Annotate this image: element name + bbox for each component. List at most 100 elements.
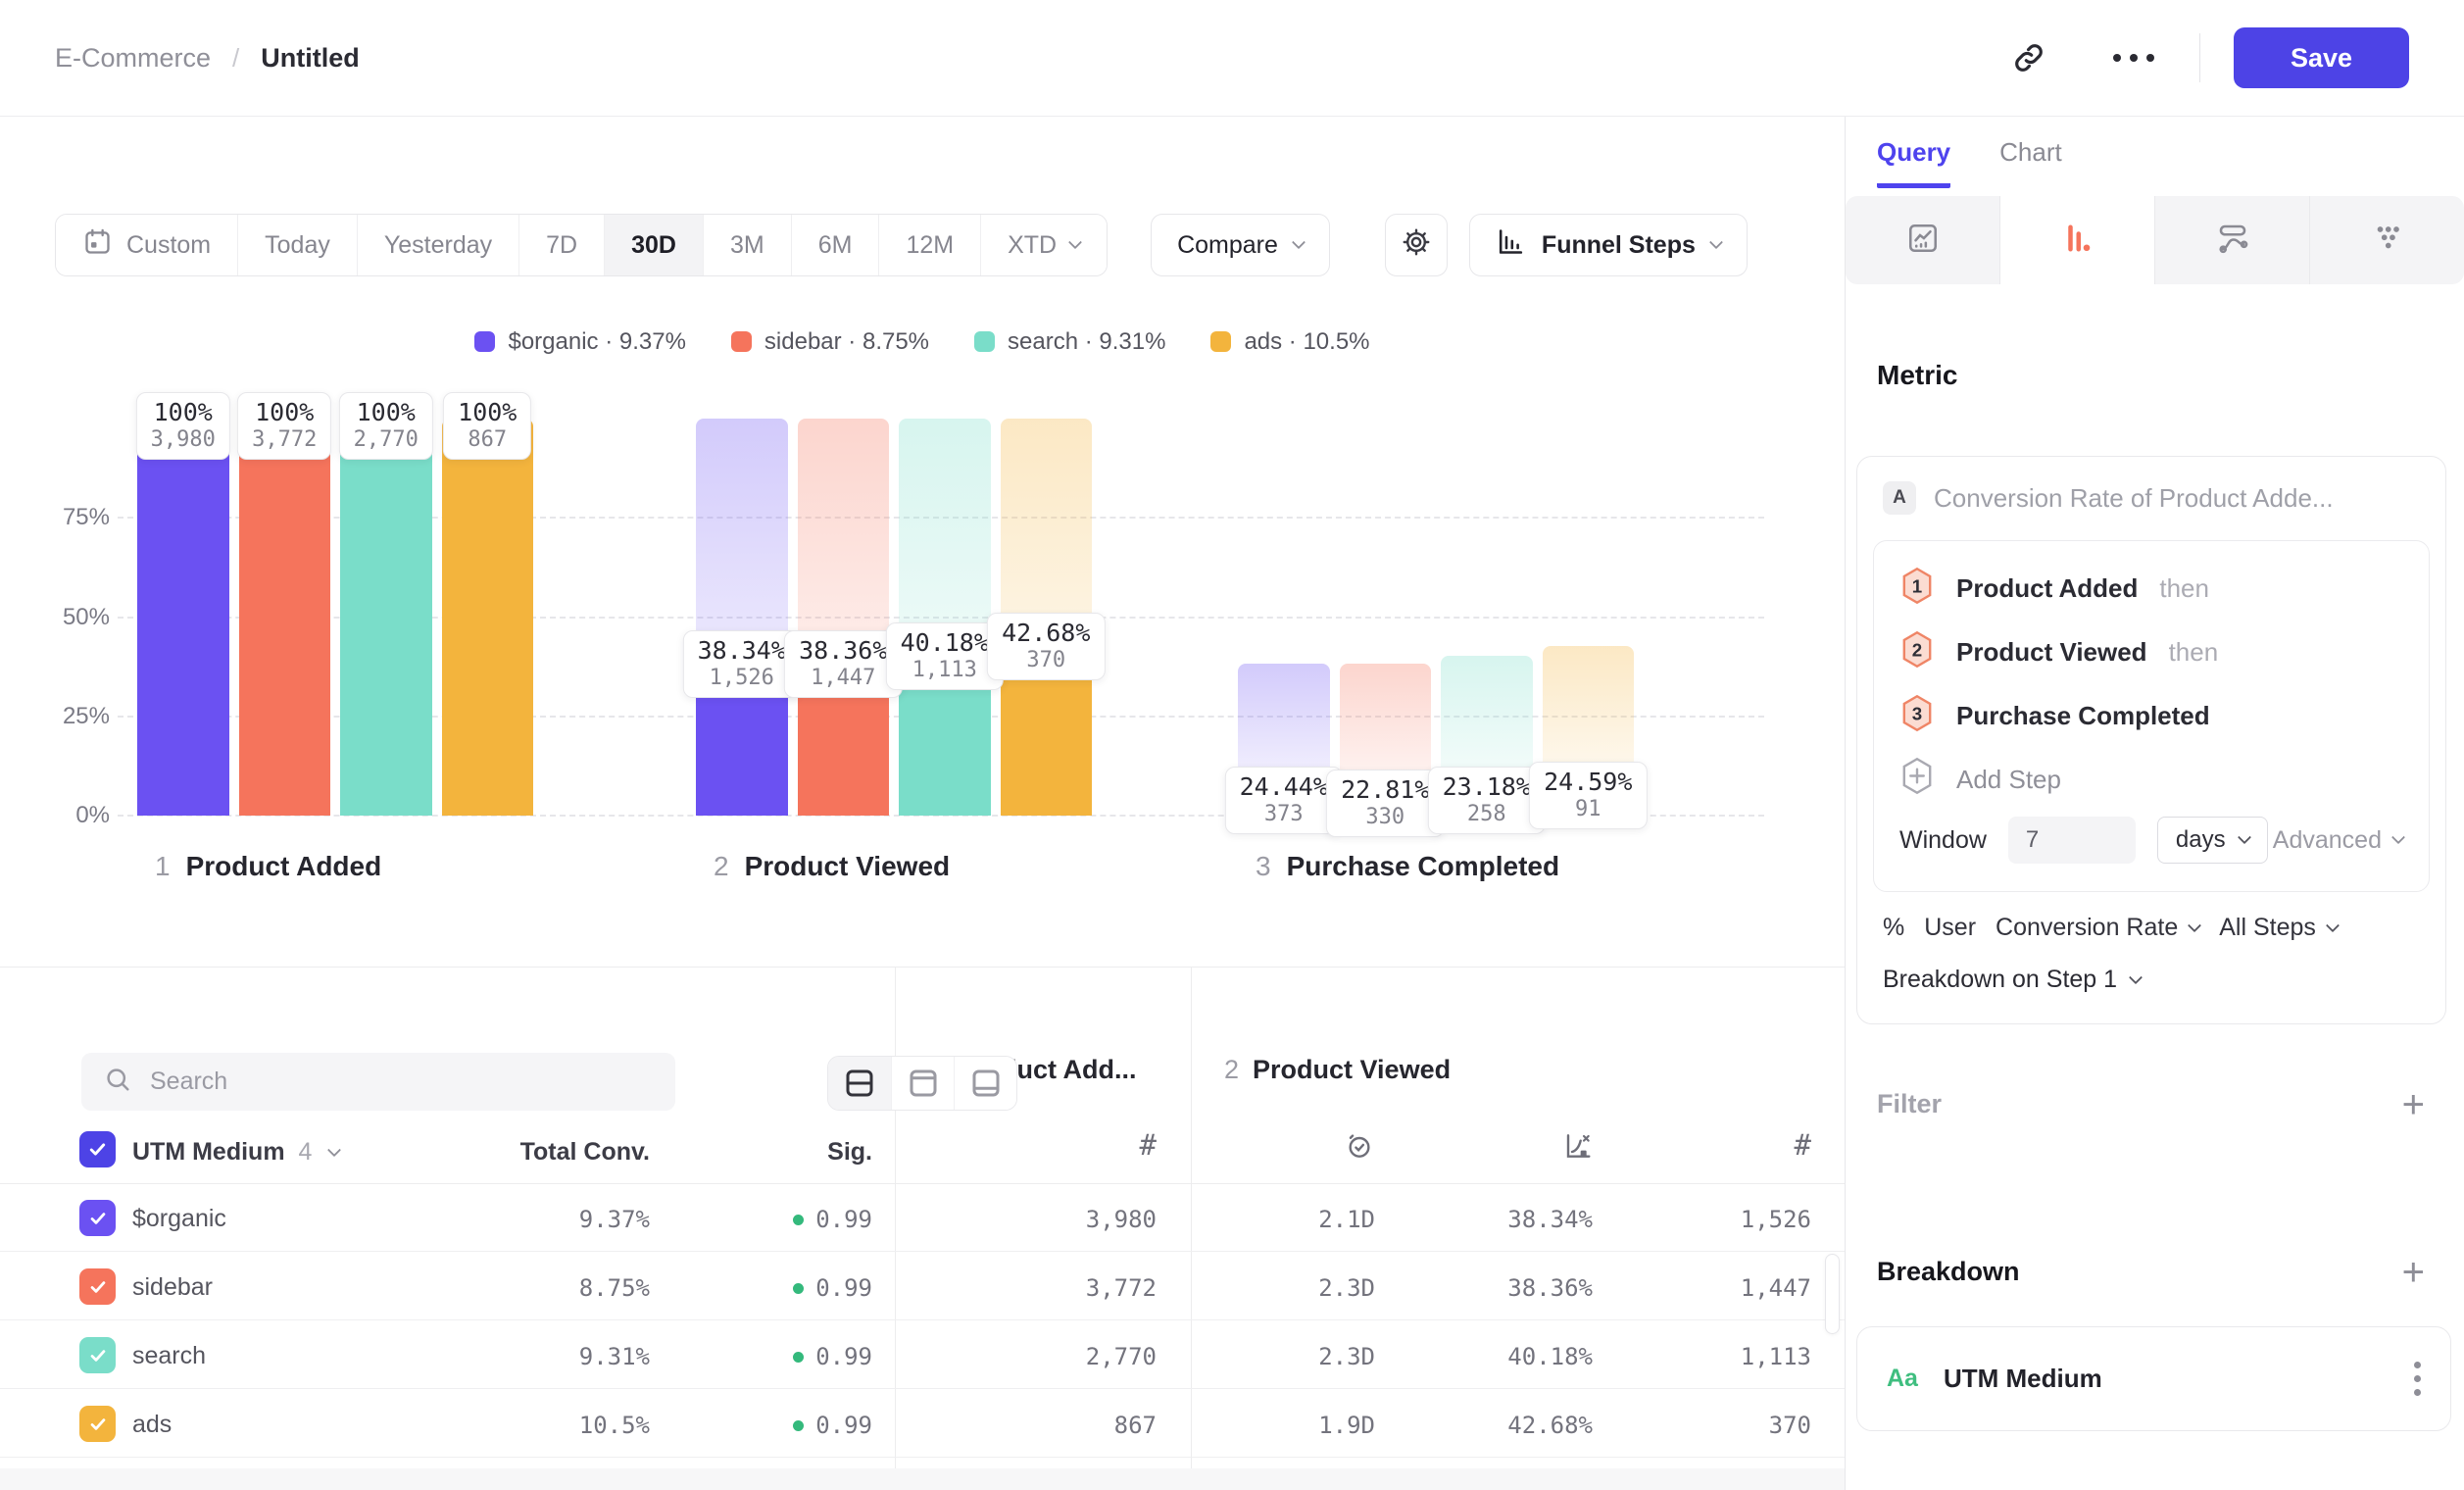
conversion-rate-column-icon[interactable] bbox=[1562, 1130, 1594, 1167]
measure-token-user[interactable]: User bbox=[1924, 914, 1977, 941]
breakdown-on-step-dropdown[interactable]: Breakdown on Step 1 bbox=[1857, 942, 2445, 1023]
range-3m[interactable]: 3M bbox=[702, 215, 791, 275]
save-button[interactable]: Save bbox=[2233, 27, 2409, 88]
add-breakdown-icon[interactable]: + bbox=[2401, 1250, 2425, 1294]
row-total-conv: 9.37% bbox=[578, 1206, 650, 1233]
metric-step-row[interactable]: 3 Purchase Completed bbox=[1899, 694, 2403, 735]
table-row[interactable]: search 9.31% 0.99 2,770 2.3D 40.18% 1,11… bbox=[0, 1320, 1845, 1389]
advanced-dropdown[interactable]: Advanced bbox=[2273, 826, 2406, 855]
chart-type-picker-button[interactable]: Funnel Steps bbox=[1468, 214, 1748, 276]
row-checkbox[interactable] bbox=[79, 1406, 116, 1442]
step2-count-column-icon[interactable]: # bbox=[1794, 1128, 1811, 1162]
funnel-bar[interactable]: 100% 3,772 bbox=[237, 392, 332, 816]
table-groupby-header[interactable]: UTM Medium 4 bbox=[132, 1138, 342, 1167]
funnel-bar[interactable]: 23.18% 258 bbox=[1427, 419, 1546, 835]
funnel-bar[interactable]: 24.44% 373 bbox=[1224, 419, 1343, 835]
bar-value-label: 24.44% 373 bbox=[1224, 767, 1343, 835]
add-filter-icon[interactable]: + bbox=[2401, 1082, 2425, 1126]
legend-item[interactable]: search · 9.31% bbox=[974, 328, 1165, 356]
funnel-bar[interactable]: 42.68% 370 bbox=[987, 419, 1106, 816]
sig-column-header[interactable]: Sig. bbox=[827, 1138, 872, 1166]
svg-text:2: 2 bbox=[1912, 639, 1922, 660]
row-step2-count: 370 bbox=[1768, 1412, 1811, 1439]
funnel-bar[interactable]: 100% 3,980 bbox=[135, 392, 230, 816]
tab-chart[interactable]: Chart bbox=[1999, 137, 2062, 167]
gear-icon bbox=[1401, 226, 1432, 265]
step-number-hexagon: 2 bbox=[1899, 630, 1935, 673]
search-input[interactable] bbox=[150, 1068, 654, 1096]
window-value-input[interactable] bbox=[2007, 817, 2136, 864]
legend-item[interactable]: ads · 10.5% bbox=[1210, 328, 1370, 356]
layout-chart-only-icon[interactable] bbox=[891, 1057, 954, 1110]
row-significance: 0.99 bbox=[676, 1206, 872, 1233]
legend-item[interactable]: sidebar · 8.75% bbox=[730, 328, 929, 356]
funnel-bar[interactable]: 22.81% 330 bbox=[1326, 419, 1445, 837]
funnel-bar[interactable]: 38.36% 1,447 bbox=[784, 419, 903, 816]
metric-group-badge: A bbox=[1883, 481, 1916, 515]
row-step2-count: 1,526 bbox=[1740, 1206, 1811, 1233]
window-unit-dropdown[interactable]: days bbox=[2156, 817, 2268, 864]
legend-item[interactable]: $organic · 9.37% bbox=[474, 328, 686, 356]
row-checkbox[interactable] bbox=[79, 1337, 116, 1373]
share-link-icon[interactable] bbox=[2011, 40, 2046, 75]
funnel-bar[interactable]: 24.59% 91 bbox=[1529, 419, 1648, 830]
add-step-button[interactable]: Add Step bbox=[1899, 757, 2403, 799]
time-to-convert-column-icon[interactable] bbox=[1344, 1130, 1375, 1167]
row-step1-count: 867 bbox=[1113, 1412, 1157, 1439]
converted-bar bbox=[137, 419, 229, 816]
breakdown-item[interactable]: Aa UTM Medium bbox=[1856, 1326, 2451, 1431]
funnel-bar[interactable]: 100% 867 bbox=[441, 392, 533, 816]
range-30d[interactable]: 30D bbox=[604, 215, 703, 275]
metric-step-row[interactable]: 1 Product Added then bbox=[1899, 567, 2403, 608]
svg-text:3: 3 bbox=[1912, 703, 1922, 723]
row-checkbox[interactable] bbox=[79, 1200, 116, 1236]
breakdown-item-menu-icon[interactable] bbox=[2414, 1362, 2421, 1396]
chart-type-tab-flow-chart[interactable] bbox=[2154, 196, 2309, 284]
breadcrumb-workspace[interactable]: E-Commerce bbox=[55, 42, 212, 73]
bar-value-label: 100% 867 bbox=[443, 392, 532, 460]
row-checkbox[interactable] bbox=[79, 1268, 116, 1305]
range-yesterday[interactable]: Yesterday bbox=[356, 215, 519, 275]
more-options-icon[interactable] bbox=[2112, 54, 2154, 62]
measure-token--[interactable]: % bbox=[1883, 914, 1905, 941]
breadcrumb-page-title[interactable]: Untitled bbox=[261, 42, 360, 73]
table-row[interactable]: sidebar 8.75% 0.99 3,772 2.3D 38.36% 1,4… bbox=[0, 1252, 1845, 1320]
measure-token-all-steps[interactable]: All Steps bbox=[2219, 914, 2340, 942]
funnel-bar[interactable]: 100% 2,770 bbox=[338, 392, 433, 816]
table-scrollbar[interactable] bbox=[1825, 1254, 1840, 1334]
layout-split-icon[interactable] bbox=[828, 1057, 891, 1110]
range-custom[interactable]: Custom bbox=[56, 215, 238, 275]
range-12m[interactable]: 12M bbox=[878, 215, 981, 275]
conversion-window-row: Window days Advanced bbox=[1899, 817, 2406, 864]
total-conv-column-header[interactable]: Total Conv. bbox=[519, 1138, 650, 1166]
funnel-bar[interactable]: 38.34% 1,526 bbox=[682, 419, 801, 816]
range-today[interactable]: Today bbox=[237, 215, 357, 275]
range-xtd[interactable]: XTD bbox=[980, 215, 1108, 275]
settings-button[interactable] bbox=[1384, 214, 1448, 276]
table-row[interactable]: ads 10.5% 0.99 867 1.9D 42.68% 370 bbox=[0, 1389, 1845, 1458]
funnel-steps-editor: 1 Product Added then 2 Product Viewed then… bbox=[1873, 540, 2430, 892]
table-row[interactable]: $organic 9.37% 0.99 3,980 2.1D 38.34% 1,… bbox=[0, 1183, 1845, 1252]
tab-query[interactable]: Query bbox=[1877, 137, 1951, 188]
metric-step-row[interactable]: 2 Product Viewed then bbox=[1899, 630, 2403, 673]
range-6m[interactable]: 6M bbox=[790, 215, 879, 275]
converted-bar bbox=[441, 419, 533, 816]
chart-type-tab-dots-grid[interactable] bbox=[2309, 196, 2464, 284]
compare-button[interactable]: Compare bbox=[1151, 214, 1330, 276]
breadcrumb: E-Commerce / Untitled bbox=[55, 43, 360, 74]
range-7d[interactable]: 7D bbox=[518, 215, 605, 275]
chart-type-tab-line-chart[interactable] bbox=[1846, 196, 1999, 284]
select-all-checkbox[interactable] bbox=[79, 1131, 116, 1167]
legend-swatch bbox=[1210, 331, 1232, 352]
gridline bbox=[118, 815, 1764, 817]
measure-token-conversion-rate[interactable]: Conversion Rate bbox=[1996, 914, 2202, 942]
funnel-bar[interactable]: 40.18% 1,113 bbox=[885, 419, 1004, 816]
top-header: E-Commerce / Untitled Save bbox=[0, 0, 2464, 117]
bar-value-label: 40.18% 1,113 bbox=[885, 622, 1004, 691]
step1-count-column-icon[interactable]: # bbox=[1139, 1128, 1157, 1162]
chart-type-tab-funnel-chart[interactable] bbox=[1999, 196, 2154, 284]
row-name: search bbox=[132, 1342, 207, 1369]
layout-table-only-icon[interactable] bbox=[954, 1057, 1016, 1110]
metric-name[interactable]: Conversion Rate of Product Adde... bbox=[1934, 482, 2334, 513]
